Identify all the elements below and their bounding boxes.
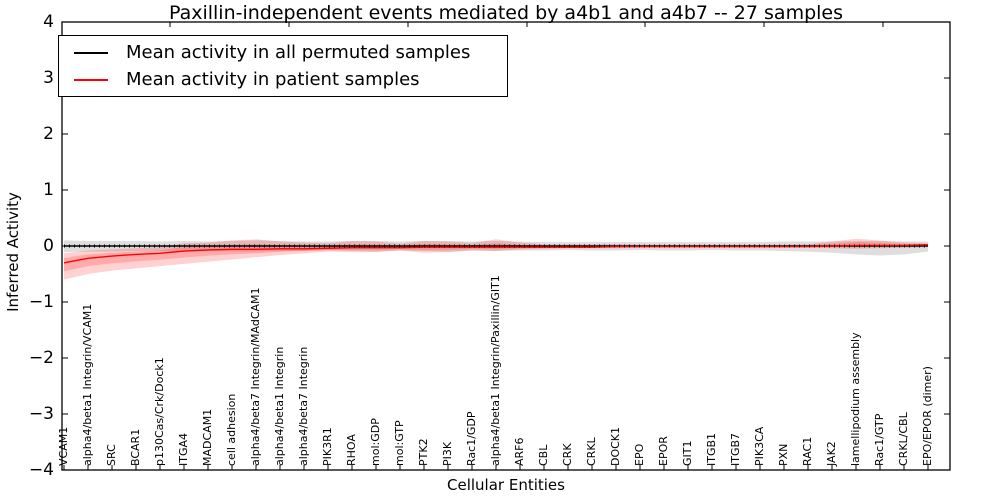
x-tick-label: CRKL: [585, 437, 598, 466]
x-tick-label: EPO/EPOR (dimer): [921, 366, 934, 466]
x-tick-label: MADCAM1: [201, 408, 214, 466]
x-tick-label: alpha4/beta7 Integrin/MAdCAM1: [249, 287, 262, 466]
y-tick-label: −3: [28, 404, 54, 424]
y-tick-label: −2: [28, 348, 54, 368]
x-tick-label: SRC: [105, 444, 118, 466]
y-tick-label: 0: [43, 236, 54, 256]
permuted-band: [64, 240, 928, 256]
y-tick-label: −1: [28, 292, 54, 312]
x-tick-label: ITGB1: [705, 432, 718, 466]
x-tick-label: lamellipodium assembly: [849, 332, 862, 466]
x-tick-label: mol:GDP: [369, 418, 382, 466]
y-tick-label: 3: [43, 68, 54, 88]
y-tick-label: 2: [43, 124, 54, 144]
x-tick-label: Rac1/GDP: [465, 411, 478, 466]
y-tick-label: 4: [43, 12, 54, 32]
x-tick-label: EPOR: [657, 436, 670, 466]
x-tick-label: ITGA4: [177, 432, 190, 466]
y-tick-label: 1: [43, 180, 54, 200]
x-tick-label: EPO: [633, 443, 646, 466]
x-tick-label: PIK3R1: [321, 427, 334, 466]
patient-line-swatch-icon: [74, 78, 108, 81]
x-tick-label: BCAR1: [129, 428, 142, 466]
x-tick-label: PXN: [777, 443, 790, 466]
x-tick-label: VCAM1: [57, 426, 70, 466]
x-tick-label: Rac1/GTP: [873, 413, 886, 466]
x-tick-label: p130Cas/Crk/Dock1: [153, 357, 166, 466]
x-tick-label: cell adhesion: [225, 393, 238, 466]
x-tick-label: ITGB7: [729, 432, 742, 466]
x-tick-label: alpha4/beta1 Integrin: [273, 346, 286, 466]
permuted-line-swatch-icon: [74, 51, 108, 54]
legend-label-patient: Mean activity in patient samples: [126, 69, 420, 90]
x-tick-label: mol:GTP: [393, 420, 406, 466]
legend-label-permuted: Mean activity in all permuted samples: [126, 42, 471, 63]
x-tick-label: CBL: [537, 444, 550, 466]
x-tick-label: RAC1: [801, 436, 814, 466]
legend-entry-patient: Mean activity in patient samples: [59, 69, 507, 90]
x-tick-label: alpha4/beta1 Integrin/Paxillin/GIT1: [489, 275, 502, 466]
legend: Mean activity in all permuted samples Me…: [58, 35, 508, 97]
x-tick-label: RHOA: [345, 434, 358, 466]
chart-title: Paxillin-independent events mediated by …: [168, 2, 844, 24]
x-tick-label: PTK2: [417, 438, 430, 466]
x-tick-label: alpha4/beta7 Integrin: [297, 346, 310, 466]
legend-entry-permuted: Mean activity in all permuted samples: [59, 42, 507, 63]
x-tick-label: CRK: [561, 443, 574, 466]
x-tick-label: DOCK1: [609, 426, 622, 466]
x-tick-label: PIK3CA: [753, 426, 766, 466]
x-tick-label: CRKL/CBL: [897, 412, 910, 466]
x-axis-label: Cellular Entities: [447, 476, 565, 494]
x-tick-label: GIT1: [681, 440, 694, 467]
x-tick-label: JAK2: [825, 441, 838, 466]
x-tick-label: ARF6: [513, 437, 526, 467]
x-tick-label: alpha4/beta1 Integrin/VCAM1: [81, 303, 94, 466]
x-tick-label: PI3K: [441, 441, 454, 466]
y-tick-label: −4: [28, 460, 54, 480]
